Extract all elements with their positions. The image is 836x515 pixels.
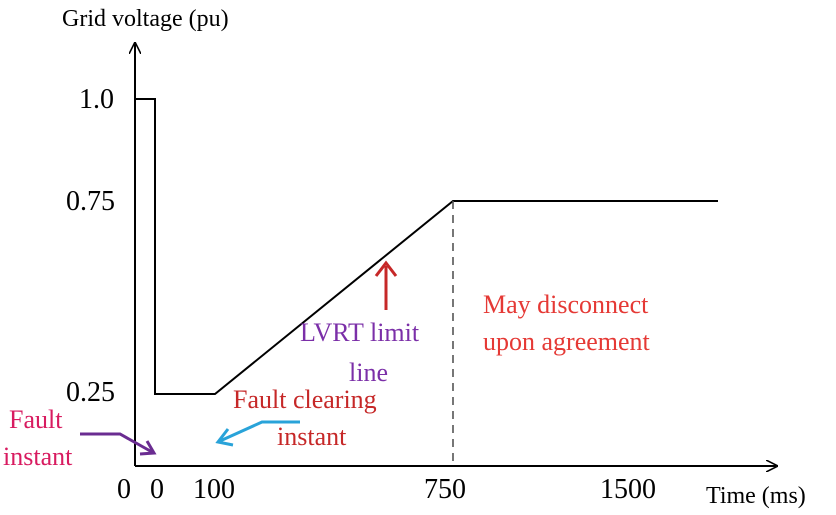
lvrt-up-arrow xyxy=(374,260,398,310)
fault-clearing-text-line2: instant xyxy=(277,422,347,451)
y-tick-1-0: 1.0 xyxy=(79,84,114,115)
x-axis-label: Time (ms) xyxy=(706,483,806,509)
y-tick-0-75: 0.75 xyxy=(66,186,115,217)
x-tick-origin: 0 xyxy=(117,474,131,505)
fault-instant-text-line1: Fault xyxy=(9,405,63,434)
fault-instant-text-line2: instant xyxy=(3,442,73,471)
lvrt-limit-curve xyxy=(135,98,718,395)
fault-clearing-text-line1: Fault clearing xyxy=(233,385,377,414)
lvrt-label-line1: LVRT limit xyxy=(300,318,420,347)
y-tick-0-25: 0.25 xyxy=(66,377,115,408)
x-tick-1500: 1500 xyxy=(600,474,656,505)
fault-instant-arrow xyxy=(80,432,157,456)
lvrt-label-line2: line xyxy=(349,358,388,387)
x-tick-100: 100 xyxy=(193,474,235,505)
fault-clearing-arrow xyxy=(215,420,300,447)
disconnect-text-line2: upon agreement xyxy=(483,327,651,356)
y-axis-label: Grid voltage (pu) xyxy=(62,6,229,32)
x-tick-750: 750 xyxy=(424,474,466,505)
x-tick-0: 0 xyxy=(150,474,164,505)
disconnect-text-line1: May disconnect xyxy=(483,290,649,319)
